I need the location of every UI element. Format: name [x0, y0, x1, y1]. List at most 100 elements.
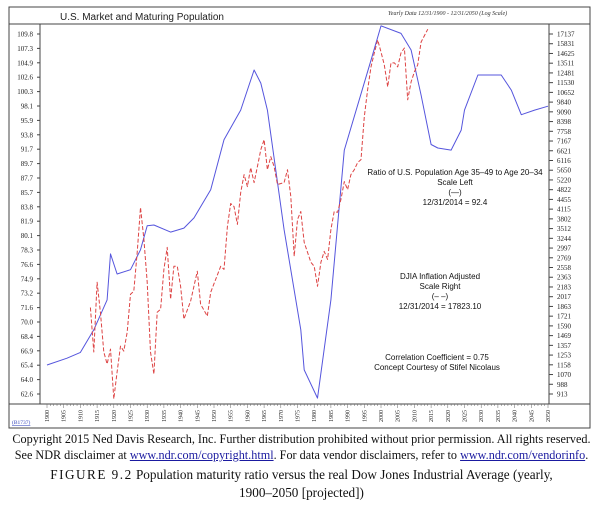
copyright-caption: Copyright 2015 Ned Davis Research, Inc. … — [0, 431, 603, 463]
right-tick-label: 4115 — [557, 206, 571, 214]
annotation-ratio-line3: (—) — [448, 188, 462, 197]
x-tick-label: 1930 — [145, 410, 151, 422]
right-tick-label: 9840 — [557, 99, 572, 107]
right-tick-label: 2769 — [557, 254, 572, 262]
right-tick-label: 4822 — [557, 186, 572, 194]
left-tick-label: 73.2 — [21, 290, 34, 298]
left-tick-label: 62.6 — [21, 391, 34, 399]
right-tick-label: 1863 — [557, 303, 572, 311]
left-tick-label: 109.8 — [17, 31, 33, 39]
right-tick-label: 2363 — [557, 274, 572, 282]
left-tick-label: 74.9 — [21, 275, 34, 283]
right-tick-label: 5650 — [557, 167, 572, 175]
right-tick-label: 2017 — [557, 293, 572, 301]
right-tick-label: 1721 — [557, 313, 572, 321]
x-tick-label: 2015 — [429, 410, 435, 422]
right-tick-label: 988 — [557, 381, 568, 389]
left-tick-label: 93.8 — [21, 131, 34, 139]
right-tick-label: 2183 — [557, 283, 572, 291]
figure-caption: FIGURE 9.2 Population maturity ratio ver… — [0, 466, 603, 502]
right-tick-label: 7167 — [557, 138, 572, 146]
left-tick-label: 76.6 — [21, 261, 34, 269]
vendorinfo-link[interactable]: www.ndr.com/vendorinfo — [460, 448, 586, 462]
x-tick-label: 2035 — [496, 410, 502, 422]
right-tick-label: 3802 — [557, 215, 572, 223]
left-tick-label: 81.9 — [21, 218, 34, 226]
x-tick-label: 1965 — [262, 410, 268, 422]
right-tick-label: 11530 — [557, 79, 575, 87]
x-tick-label: 1985 — [329, 410, 335, 422]
figure-text: Population maturity ratio versus the rea… — [132, 467, 553, 500]
x-tick-label: 1915 — [95, 410, 101, 422]
left-tick-label: 68.4 — [21, 333, 34, 341]
x-axis-ticks: 1900 1905 1910 1915 1920 1925 1930 1935 1940 1945… — [45, 404, 552, 422]
annotation-ratio-line1: Ratio of U.S. Population Age 35–49 to Ag… — [367, 168, 543, 177]
right-tick-label: 4455 — [557, 196, 572, 204]
x-tick-label: 2020 — [446, 410, 452, 422]
x-tick-label: 1990 — [346, 410, 352, 422]
left-tick-label: 71.6 — [21, 304, 34, 312]
x-tick-label: 1955 — [229, 410, 235, 422]
right-tick-label: 15831 — [557, 40, 575, 48]
x-tick-label: 2010 — [412, 410, 418, 422]
annotation-djia-line1: DJIA Inflation Adjusted — [400, 272, 480, 281]
annotation-ratio-line4: 12/31/2014 = 92.4 — [423, 198, 488, 207]
left-tick-label: 98.1 — [21, 103, 34, 111]
left-tick-label: 100.3 — [17, 88, 33, 96]
right-tick-label: 14625 — [557, 50, 575, 58]
x-tick-label: 2025 — [463, 410, 469, 422]
left-tick-label: 66.9 — [21, 347, 34, 355]
x-tick-label: 1960 — [245, 410, 251, 422]
right-tick-label: 12481 — [557, 69, 575, 77]
series-group — [46, 25, 549, 400]
right-tick-label: 1158 — [557, 361, 571, 369]
djia-inflation-adjusted-line — [89, 28, 429, 400]
left-tick-label: 87.7 — [21, 175, 34, 183]
left-tick-label: 95.9 — [21, 117, 34, 125]
right-tick-label: 5220 — [557, 176, 572, 184]
right-tick-label: 913 — [557, 391, 568, 399]
left-tick-label: 104.9 — [17, 59, 33, 67]
annotation-djia-line4: 12/31/2014 = 17823.10 — [399, 302, 482, 311]
x-tick-label: 1950 — [212, 410, 218, 422]
x-tick-label: 1935 — [162, 410, 168, 422]
left-tick-label: 102.6 — [17, 74, 33, 82]
left-tick-label: 64.0 — [21, 376, 34, 384]
right-axis-ticks: 1713715831146251351112481115301065298409… — [549, 31, 575, 399]
chart-subtitle: Yearly Data 12/31/1900 - 12/31/2050 (Log… — [388, 10, 507, 17]
left-tick-label: 85.7 — [21, 189, 34, 197]
left-tick-label: 70.0 — [21, 319, 34, 327]
annotation-corr-line2: Concept Courtesy of Stifel Nicolaus — [374, 363, 500, 372]
right-tick-label: 1590 — [557, 322, 572, 330]
right-tick-label: 3244 — [557, 235, 572, 243]
right-tick-label: 1469 — [557, 332, 572, 340]
x-tick-label: 1975 — [296, 410, 302, 422]
chart-title: U.S. Market and Maturing Population — [60, 12, 224, 23]
x-tick-label: 1925 — [129, 410, 135, 422]
x-tick-label: 1920 — [112, 410, 118, 422]
disclaimer-text: See NDR disclaimer at — [14, 448, 130, 462]
x-tick-label: 1980 — [312, 410, 318, 422]
annotation-djia-line3: (– –) — [432, 292, 449, 301]
x-tick-label: 2045 — [529, 410, 535, 422]
x-tick-label: 1995 — [362, 410, 368, 422]
population-ratio-line — [46, 25, 549, 399]
x-tick-label: 1905 — [62, 410, 68, 422]
left-tick-label: 107.3 — [17, 45, 33, 53]
x-tick-label: 1900 — [45, 410, 51, 422]
copyright-link[interactable]: www.ndr.com/copyright.html — [129, 448, 274, 462]
left-axis-ticks: 109.8 107.3 104.9 102.6 100.3 98.1 95.9 93.8 91.… — [17, 31, 40, 399]
left-tick-label: 78.3 — [21, 247, 34, 255]
annotation-djia-line2: Scale Right — [420, 282, 462, 291]
left-tick-label: 65.4 — [21, 362, 34, 370]
x-tick-label: 1940 — [179, 410, 185, 422]
right-tick-label: 1357 — [557, 342, 572, 350]
left-tick-label: 83.8 — [21, 203, 34, 211]
right-tick-label: 10652 — [557, 89, 575, 97]
chart-frame — [8, 6, 591, 429]
right-tick-label: 1070 — [557, 371, 572, 379]
annotation-ratio-line2: Scale Left — [437, 178, 473, 187]
right-tick-label: 13511 — [557, 60, 575, 68]
right-tick-label: 6116 — [557, 157, 571, 165]
right-tick-label: 1253 — [557, 352, 572, 360]
